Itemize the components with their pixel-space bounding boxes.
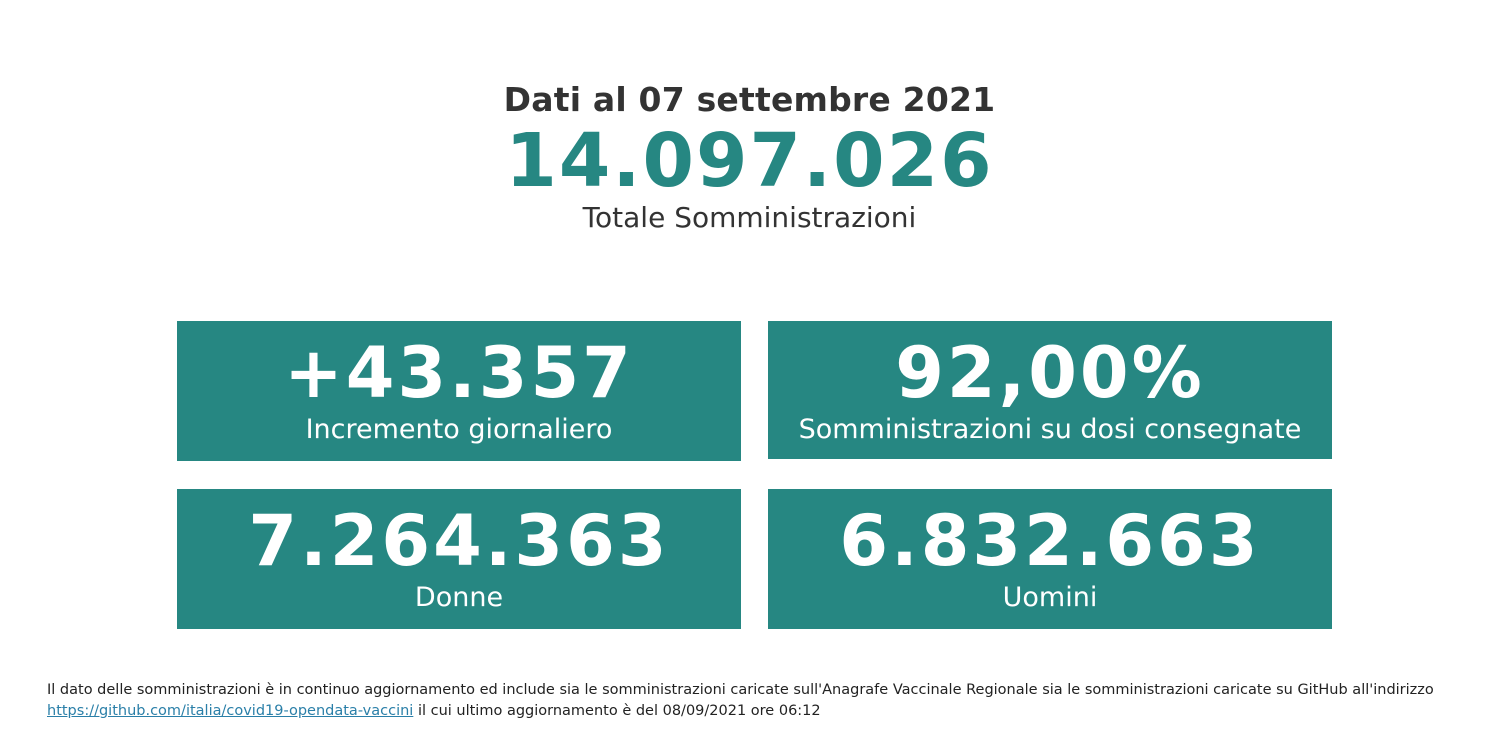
daily-increment-card: +43.357 Incremento giornaliero: [177, 321, 741, 461]
men-label: Uomini: [1002, 582, 1098, 613]
summary-header: Dati al 07 settembre 2021 14.097.026 Tot…: [0, 78, 1499, 236]
women-label: Donne: [414, 582, 504, 613]
github-repo-link[interactable]: https://github.com/italia/covid19-openda…: [47, 703, 414, 719]
daily-increment-value: +43.357: [284, 332, 634, 414]
women-card: 7.264.363 Donne: [177, 489, 741, 629]
data-source-footnote: Il dato delle somministrazioni è in cont…: [47, 680, 1477, 722]
total-administrations-value: 14.097.026: [505, 118, 994, 204]
total-administrations-label: Totale Somministrazioni: [582, 201, 917, 234]
administered-vs-delivered-card: 92,00% Somministrazioni su dosi consegna…: [768, 321, 1332, 459]
data-date-heading: Dati al 07 settembre 2021: [503, 80, 996, 119]
men-card: 6.832.663 Uomini: [768, 489, 1332, 629]
women-value: 7.264.363: [248, 500, 670, 582]
men-value: 6.832.663: [839, 500, 1261, 582]
administered-vs-delivered-value: 92,00%: [895, 332, 1205, 414]
administered-vs-delivered-label: Somministrazioni su dosi consegnate: [798, 414, 1302, 445]
footnote-text-after: il cui ultimo aggiornamento è del 08/09/…: [417, 703, 821, 719]
footnote-text-before: Il dato delle somministrazioni è in cont…: [47, 682, 1434, 698]
daily-increment-label: Incremento giornaliero: [305, 414, 613, 445]
